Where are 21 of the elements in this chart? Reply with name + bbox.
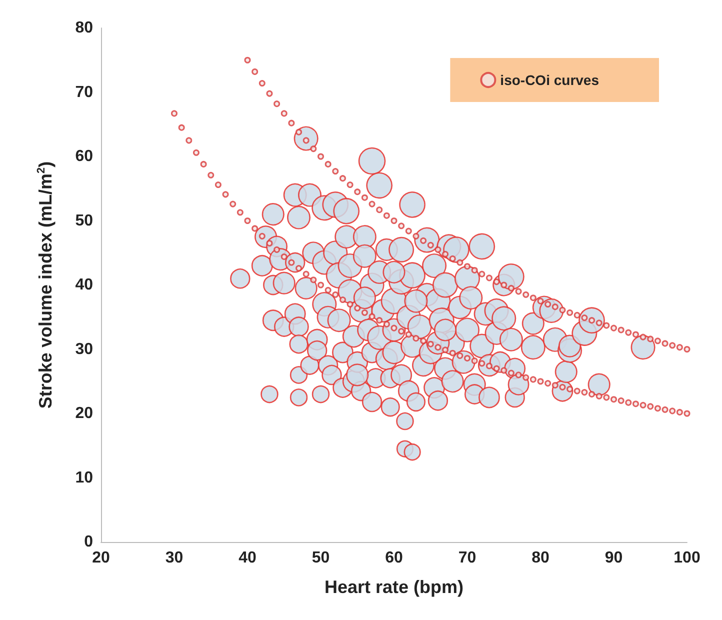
y-tick-label: 20 [75,405,94,422]
x-tick-label: 70 [458,550,476,566]
y-tick-label: 30 [75,340,94,358]
x-tick-label: 20 [92,550,110,566]
y-tick-label: 10 [75,469,94,486]
y-tick-label: 70 [75,84,94,101]
y-axis-title: Stroke volume index (mL/m2) [36,161,56,409]
y-tick-label: 0 [84,534,94,550]
x-tick-label: 80 [532,550,550,566]
y-tick-label: 50 [75,212,94,230]
y-tick-label: 60 [75,148,94,165]
x-tick-label: 90 [604,550,623,566]
x-tick-label: 40 [238,550,256,566]
x-tick-label: 50 [312,550,330,566]
x-tick-label: 100 [674,550,700,566]
y-tick-label: 80 [75,20,94,36]
legend-label: iso-COi curves [500,72,600,88]
x-tick-label: 60 [385,550,403,566]
x-tick-label: 30 [165,550,184,566]
x-axis-title: Heart rate (bpm) [324,577,464,597]
y-tick-label: 40 [75,276,94,294]
